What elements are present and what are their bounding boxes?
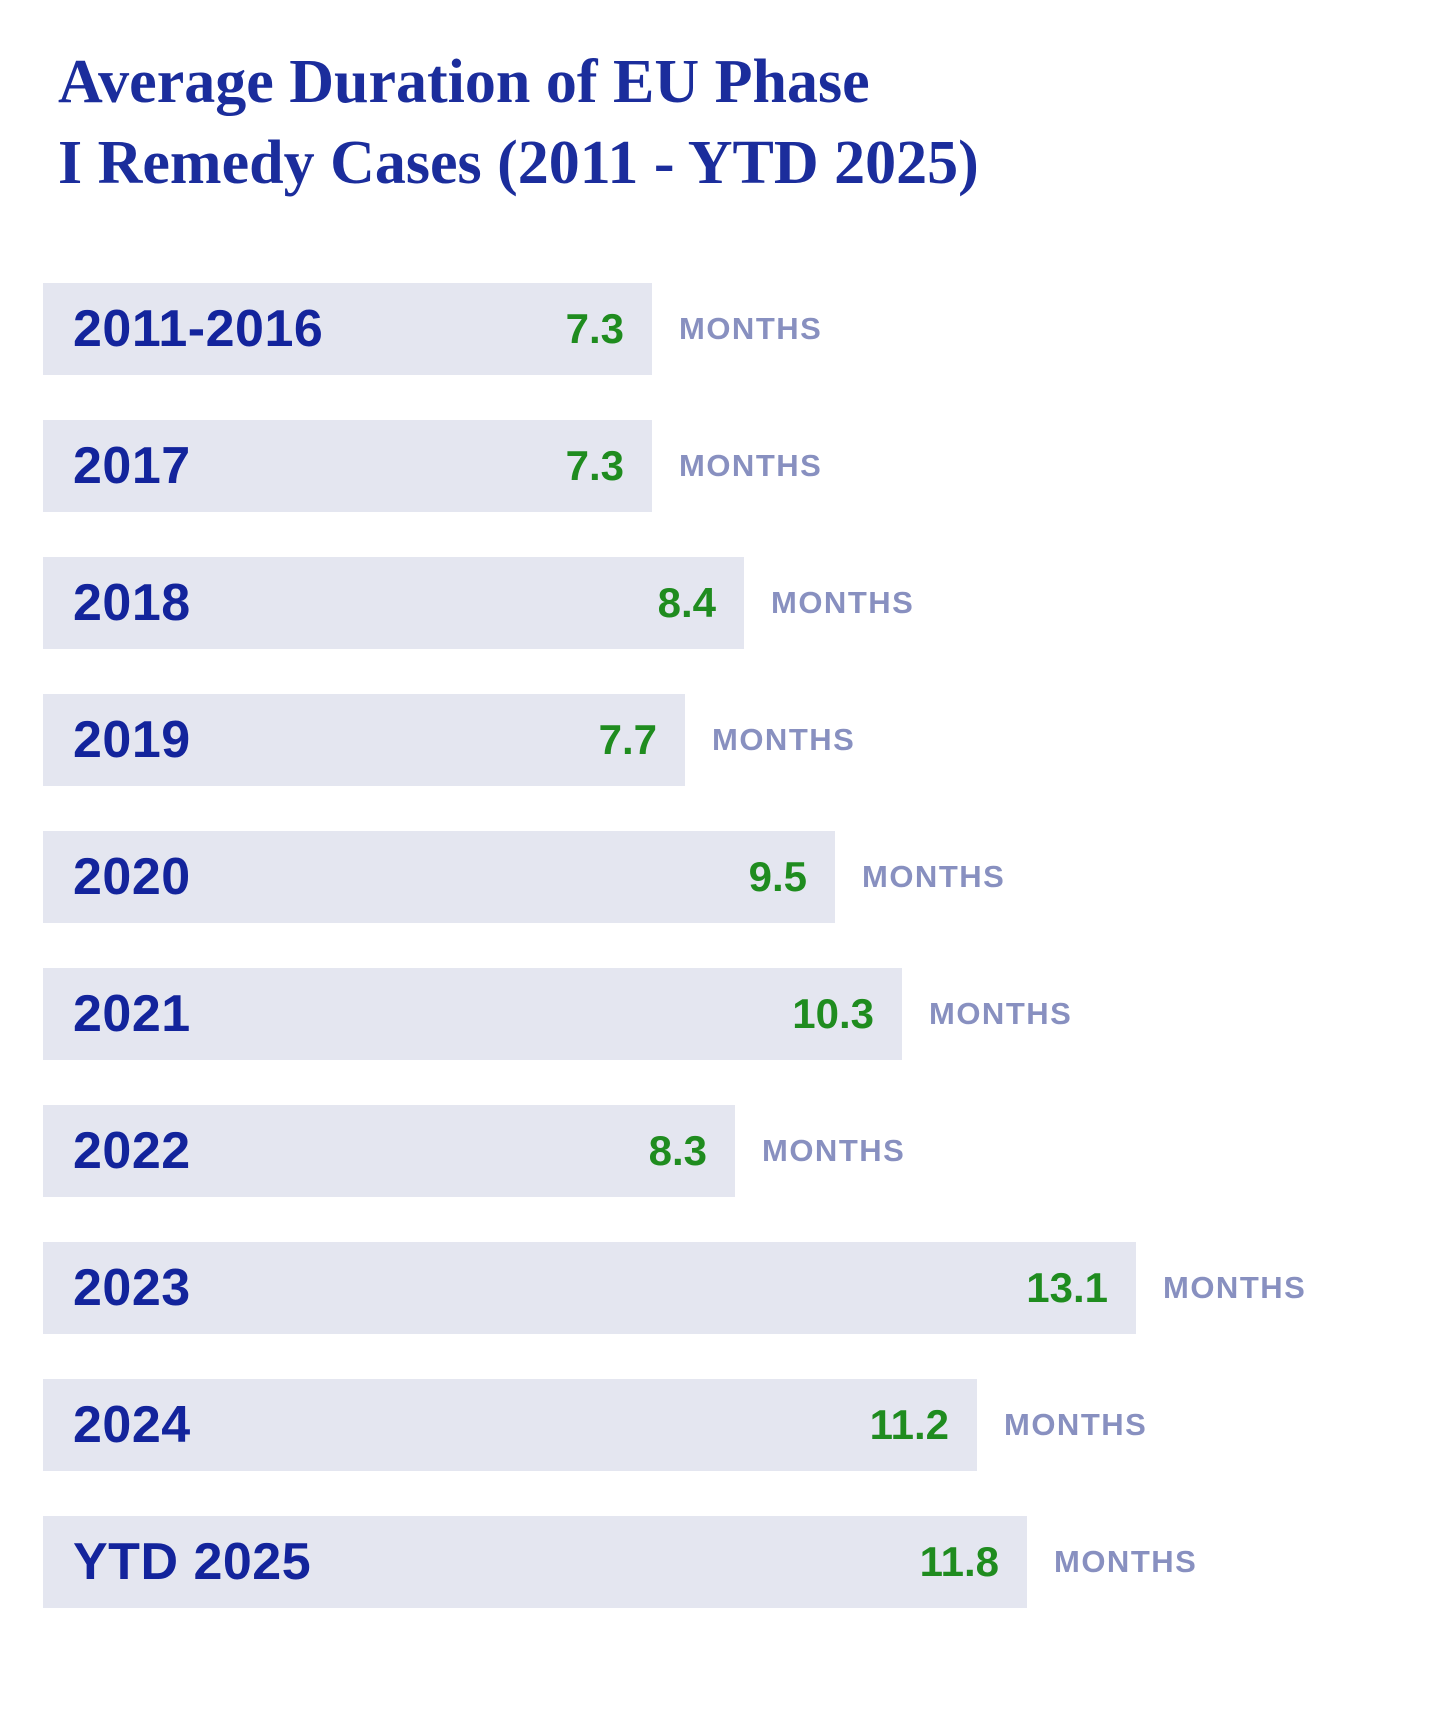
bar-unit-label: MONTHS: [679, 448, 823, 484]
chart-row: 2024 11.2 MONTHS: [43, 1379, 1448, 1472]
bar-unit-label: MONTHS: [712, 722, 856, 758]
bar: 2017 7.3: [43, 420, 652, 513]
bar-category-label: 2020: [73, 848, 191, 907]
bar-category-label: 2019: [73, 711, 191, 770]
bar-value: 13.1: [1026, 1264, 1108, 1312]
bar: YTD 2025 11.8: [43, 1516, 1027, 1609]
chart-title: Average Duration of EU Phase I Remedy Ca…: [58, 42, 1448, 203]
bar-value: 10.3: [792, 990, 874, 1038]
bar-category-label: 2011-2016: [73, 300, 324, 359]
chart-row: YTD 2025 11.8 MONTHS: [43, 1516, 1448, 1609]
bar-unit-label: MONTHS: [1004, 1407, 1148, 1443]
chart-row: 2022 8.3 MONTHS: [43, 1105, 1448, 1198]
bar-value: 11.2: [869, 1401, 949, 1449]
bar-unit-label: MONTHS: [929, 996, 1073, 1032]
bar-category-label: 2017: [73, 437, 191, 496]
bar-category-label: 2023: [73, 1259, 191, 1318]
chart-title-line-1: Average Duration of EU Phase: [58, 48, 870, 116]
chart-row: 2017 7.3 MONTHS: [43, 420, 1448, 513]
bar-category-label: 2021: [73, 985, 191, 1044]
chart-row: 2020 9.5 MONTHS: [43, 831, 1448, 924]
chart-row: 2023 13.1 MONTHS: [43, 1242, 1448, 1335]
bar-unit-label: MONTHS: [771, 585, 915, 621]
bar-unit-label: MONTHS: [1054, 1544, 1198, 1580]
bar-value: 8.3: [648, 1127, 707, 1175]
bar-category-label: YTD 2025: [73, 1533, 312, 1592]
chart-row: 2018 8.4 MONTHS: [43, 557, 1448, 650]
bar: 2021 10.3: [43, 968, 902, 1061]
bar-value: 9.5: [748, 853, 807, 901]
chart-row: 2011-2016 7.3 MONTHS: [43, 283, 1448, 376]
bar-category-label: 2018: [73, 574, 191, 633]
bar-value: 7.7: [598, 716, 657, 764]
bar: 2019 7.7: [43, 694, 685, 787]
bar-value: 8.4: [657, 579, 716, 627]
bar: 2023 13.1: [43, 1242, 1136, 1335]
bar-unit-label: MONTHS: [862, 859, 1006, 895]
bar: 2011-2016 7.3: [43, 283, 652, 376]
bar: 2020 9.5: [43, 831, 835, 924]
bar: 2018 8.4: [43, 557, 744, 650]
bar-unit-label: MONTHS: [762, 1133, 906, 1169]
chart-row: 2019 7.7 MONTHS: [43, 694, 1448, 787]
bar-category-label: 2022: [73, 1122, 191, 1181]
bar: 2022 8.3: [43, 1105, 735, 1198]
bar: 2024 11.2: [43, 1379, 977, 1472]
chart-rows: 2011-2016 7.3 MONTHS 2017 7.3 MONTHS 201…: [43, 283, 1448, 1609]
chart-row: 2021 10.3 MONTHS: [43, 968, 1448, 1061]
chart-title-line-2: I Remedy Cases (2011 - YTD 2025): [58, 128, 979, 197]
bar-value: 7.3: [565, 305, 624, 353]
bar-unit-label: MONTHS: [1163, 1270, 1307, 1306]
bar-value: 7.3: [565, 442, 624, 490]
bar-category-label: 2024: [73, 1396, 191, 1455]
bar-value: 11.8: [919, 1538, 999, 1586]
bar-unit-label: MONTHS: [679, 311, 823, 347]
